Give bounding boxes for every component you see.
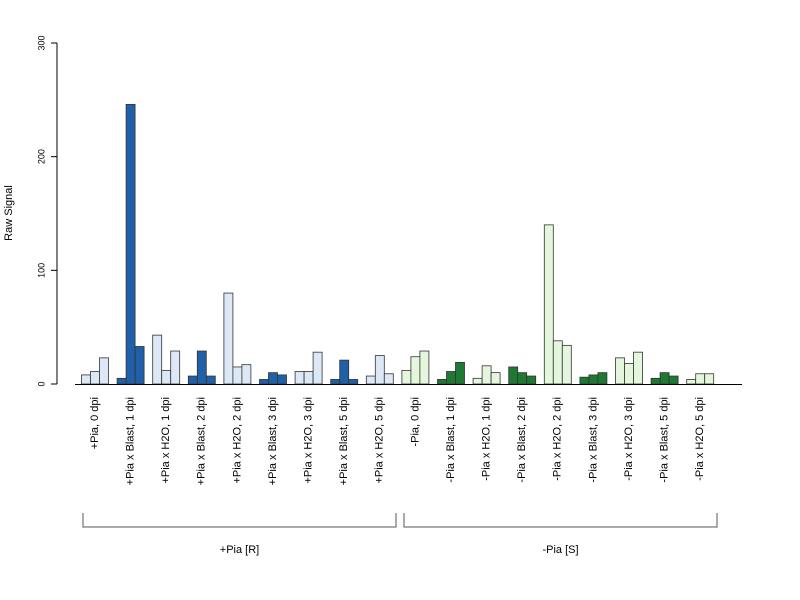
category-label: -Pia x H2O, 3 dpi	[623, 397, 635, 481]
bar	[348, 379, 359, 385]
category-labels: +Pia, 0 dpi +Pia x Blast, 1 dpi +Pia x H2O…	[89, 397, 706, 485]
bar	[633, 351, 643, 385]
bar	[232, 366, 243, 385]
bar	[187, 375, 198, 385]
bar	[170, 350, 181, 385]
category-label: -Pia x Blast, 2 dpi	[516, 397, 528, 483]
y-axis: 0 100 200 300	[36, 35, 58, 387]
bar	[508, 366, 519, 385]
category-label: -Pia x H2O, 5 dpi	[694, 397, 706, 481]
category-label: +Pia x H2O, 5 dpi	[374, 397, 386, 484]
bar	[455, 362, 465, 385]
group-bracket	[82, 513, 397, 528]
bar	[205, 375, 216, 385]
bar	[668, 375, 679, 385]
bar	[615, 357, 625, 385]
category-label: -Pia x Blast, 1 dpi	[445, 397, 457, 483]
bar	[401, 369, 412, 385]
group-label: +Pia [R]	[220, 544, 259, 556]
bar	[543, 224, 554, 385]
bar	[579, 376, 590, 385]
bars	[81, 103, 715, 385]
bar	[446, 371, 456, 385]
bar	[481, 365, 492, 385]
bar	[383, 373, 394, 385]
bar	[330, 379, 341, 385]
y-tick-label: 300	[36, 35, 46, 50]
category-label: +Pia x Blast, 2 dpi	[196, 397, 208, 485]
bar	[90, 371, 100, 385]
bar	[161, 369, 172, 385]
bar	[277, 374, 287, 385]
bar	[686, 379, 697, 385]
bar	[99, 357, 109, 385]
y-tick-label: 0	[36, 381, 46, 386]
category-label: -Pia x Blast, 3 dpi	[587, 397, 599, 483]
bar	[116, 377, 127, 385]
bar	[268, 372, 278, 385]
bar	[561, 344, 572, 385]
y-axis-title: Raw Signal	[3, 185, 15, 241]
bar	[241, 364, 252, 385]
bar	[695, 373, 706, 385]
bar	[526, 375, 537, 385]
category-label: -Pia x H2O, 1 dpi	[481, 397, 493, 481]
category-label: +Pia x H2O, 1 dpi	[160, 397, 172, 484]
bar	[597, 372, 608, 385]
bar	[81, 374, 91, 385]
group-label: -Pia [S]	[542, 544, 578, 556]
bar	[517, 372, 528, 385]
bar	[437, 379, 447, 385]
group-bracket	[403, 513, 718, 528]
category-label: +Pia x Blast, 3 dpi	[267, 397, 279, 485]
y-tick-label: 200	[36, 149, 46, 164]
bar	[365, 375, 376, 385]
category-label: -Pia x H2O, 2 dpi	[552, 397, 564, 481]
bar	[419, 350, 430, 385]
bar	[659, 372, 670, 385]
bar	[196, 350, 207, 385]
bar	[650, 377, 661, 385]
y-tick-label: 100	[36, 263, 46, 278]
bar	[134, 346, 145, 385]
category-label: +Pia x H2O, 3 dpi	[303, 397, 315, 484]
bar	[294, 371, 305, 385]
category-label: -Pia x Blast, 5 dpi	[659, 397, 671, 483]
category-label: +Pia x H2O, 2 dpi	[231, 397, 243, 484]
bar	[259, 379, 269, 385]
category-label: +Pia, 0 dpi	[89, 397, 101, 449]
category-label: -Pia, 0 dpi	[409, 397, 421, 447]
bar	[472, 377, 483, 385]
bar	[490, 372, 501, 385]
category-label: +Pia x Blast, 5 dpi	[338, 397, 350, 485]
bar	[704, 373, 715, 385]
bar	[223, 292, 234, 385]
category-label: +Pia x Blast, 1 dpi	[125, 397, 137, 485]
bar	[552, 340, 563, 385]
bar	[624, 363, 634, 385]
bar	[339, 359, 350, 385]
group-brackets: +Pia [R] -Pia [S]	[82, 513, 718, 556]
bar	[410, 356, 421, 385]
bar	[152, 334, 163, 385]
bar	[374, 355, 385, 385]
bar	[125, 103, 136, 385]
bar	[312, 351, 323, 385]
bar	[303, 371, 314, 385]
bar	[588, 374, 599, 385]
